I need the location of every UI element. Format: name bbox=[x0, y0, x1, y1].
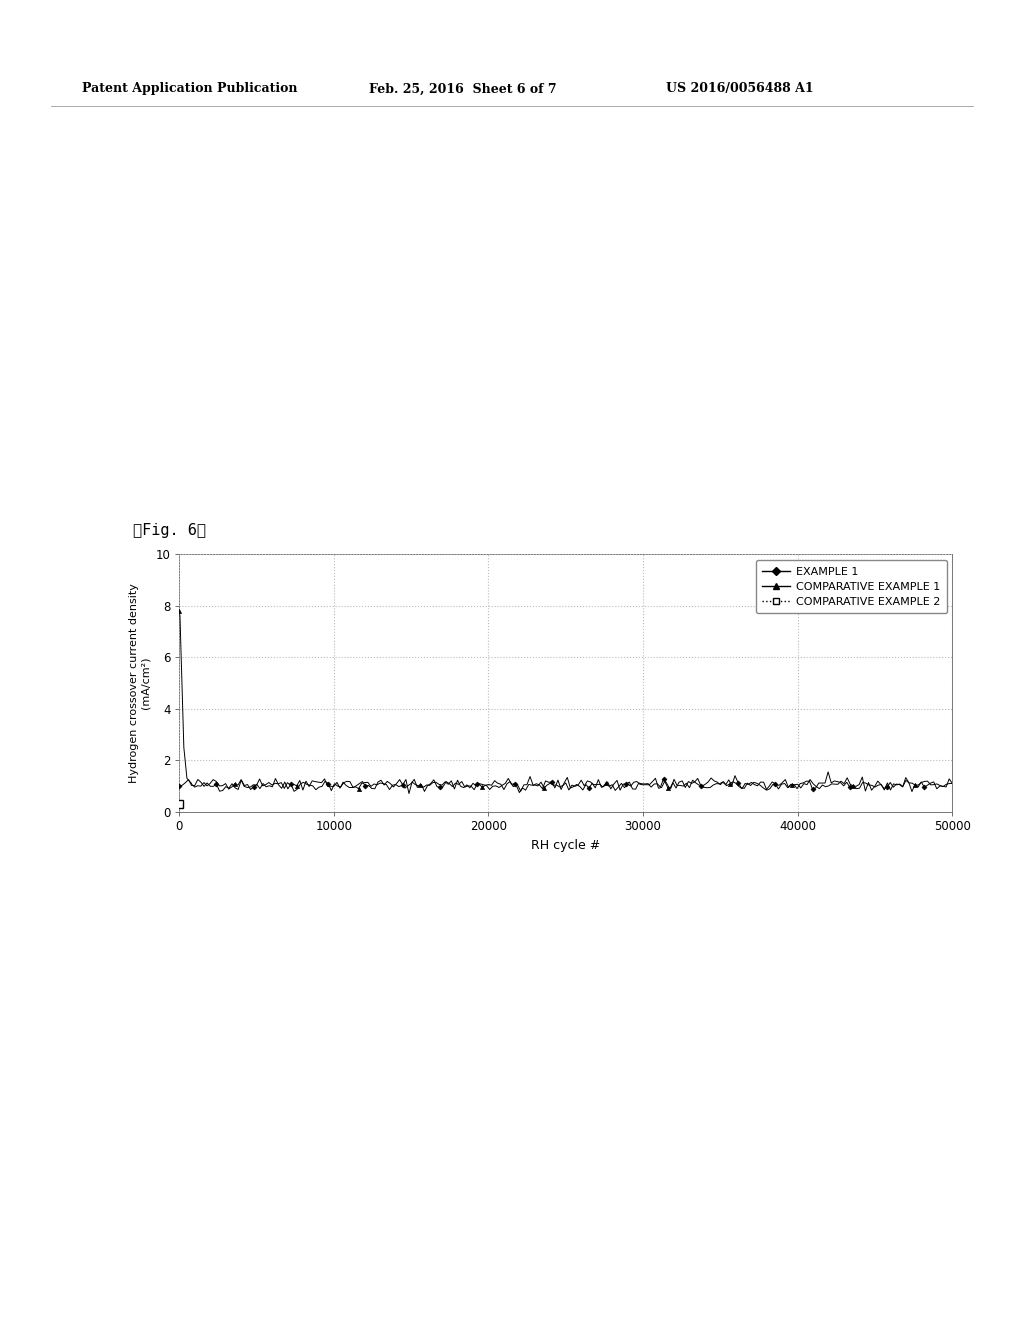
Legend: EXAMPLE 1, COMPARATIVE EXAMPLE 1, COMPARATIVE EXAMPLE 2: EXAMPLE 1, COMPARATIVE EXAMPLE 1, COMPAR… bbox=[756, 560, 947, 614]
Text: Feb. 25, 2016  Sheet 6 of 7: Feb. 25, 2016 Sheet 6 of 7 bbox=[369, 82, 556, 95]
COMPARATIVE EXAMPLE 1 bbox=[492, 775, 504, 791]
COMPARATIVE EXAMPLE 1 bbox=[513, 784, 525, 800]
COMPARATIVE EXAMPLE 1 bbox=[470, 777, 482, 793]
EXAMPLE 1 bbox=[711, 776, 723, 792]
COMPARATIVE EXAMPLE 1 bbox=[594, 776, 606, 792]
COMPARATIVE EXAMPLE 1 bbox=[856, 775, 868, 791]
EXAMPLE 1 bbox=[922, 777, 934, 793]
Text: US 2016/0056488 A1: US 2016/0056488 A1 bbox=[666, 82, 813, 95]
COMPARATIVE EXAMPLE 1 bbox=[285, 777, 297, 793]
Line: EXAMPLE 1: EXAMPLE 1 bbox=[177, 770, 954, 795]
X-axis label: RH cycle #: RH cycle # bbox=[531, 838, 600, 851]
EXAMPLE 1 bbox=[822, 764, 835, 780]
COMPARATIVE EXAMPLE 1 bbox=[946, 776, 958, 792]
Text: Patent Application Publication: Patent Application Publication bbox=[82, 82, 297, 95]
EXAMPLE 1 bbox=[624, 775, 636, 791]
Line: COMPARATIVE EXAMPLE 1: COMPARATIVE EXAMPLE 1 bbox=[177, 609, 954, 795]
EXAMPLE 1 bbox=[946, 775, 958, 791]
COMPARATIVE EXAMPLE 1 bbox=[597, 779, 609, 795]
EXAMPLE 1 bbox=[173, 777, 185, 793]
COMPARATIVE EXAMPLE 1 bbox=[173, 603, 185, 619]
Y-axis label: Hydrogen crossover current density
(mA/cm²): Hydrogen crossover current density (mA/c… bbox=[129, 583, 151, 783]
EXAMPLE 1 bbox=[300, 776, 312, 792]
Text: 』Fig. 6】: 』Fig. 6】 bbox=[133, 523, 206, 537]
EXAMPLE 1 bbox=[496, 777, 508, 793]
EXAMPLE 1 bbox=[402, 785, 415, 801]
EXAMPLE 1 bbox=[486, 779, 499, 795]
